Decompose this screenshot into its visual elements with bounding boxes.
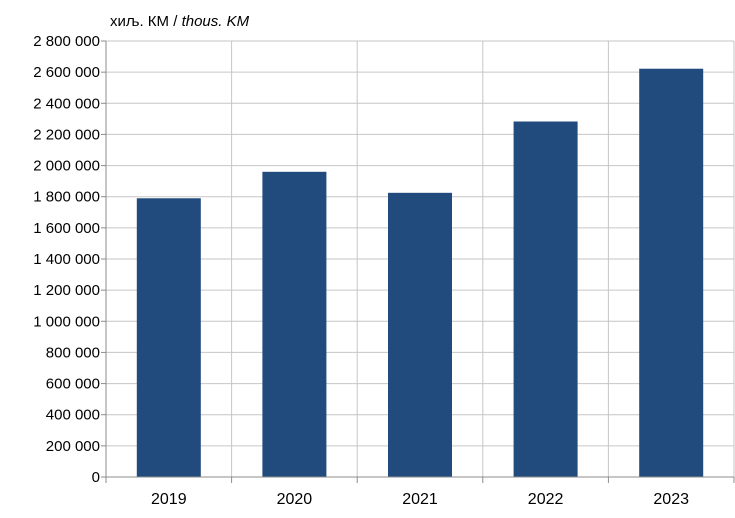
x-tick-label: 2022 xyxy=(528,491,564,508)
y-tick-label: 2 600 000 xyxy=(33,64,100,81)
y-tick-label: 1 200 000 xyxy=(33,282,100,299)
y-tick-label: 1 800 000 xyxy=(33,189,100,206)
y-tick-label: 1 600 000 xyxy=(33,220,100,237)
y-tick-label: 0 xyxy=(92,469,100,486)
y-tick-label: 2 800 000 xyxy=(33,33,100,50)
unit-label-local: хиљ. КМ xyxy=(110,13,169,30)
y-tick-label: 400 000 xyxy=(46,407,100,424)
y-tick-label: 800 000 xyxy=(46,344,100,361)
x-tick-label: 2023 xyxy=(653,491,689,508)
y-tick-label: 200 000 xyxy=(46,438,100,455)
unit-label: хиљ. КМ / thous. KM xyxy=(110,13,250,30)
y-tick-label: 1 000 000 xyxy=(33,313,100,330)
y-tick-label: 2 400 000 xyxy=(33,95,100,112)
y-tick-label: 2 200 000 xyxy=(33,126,100,143)
y-tick-label: 1 400 000 xyxy=(33,251,100,268)
bar-2021 xyxy=(388,192,452,478)
unit-separator: / xyxy=(169,13,182,30)
y-tick-label: 600 000 xyxy=(46,376,100,393)
axes xyxy=(101,40,735,483)
bars xyxy=(136,68,704,478)
bar-2019 xyxy=(136,198,201,477)
x-tick-label: 2019 xyxy=(151,491,187,508)
bar-2023 xyxy=(639,68,704,478)
bar-2020 xyxy=(262,171,327,478)
x-tick-labels: 2019 2020 2021 2022 2023 xyxy=(151,491,689,508)
x-tick-label: 2021 xyxy=(402,491,438,508)
unit-label-english: thous. KM xyxy=(182,13,250,30)
bar-2022 xyxy=(513,121,578,478)
y-tick-label: 2 000 000 xyxy=(33,158,100,175)
y-tick-labels: 0 200 000 400 000 600 000 800 000 1 000 000 1 … xyxy=(33,33,100,486)
x-tick-label: 2020 xyxy=(277,491,313,508)
